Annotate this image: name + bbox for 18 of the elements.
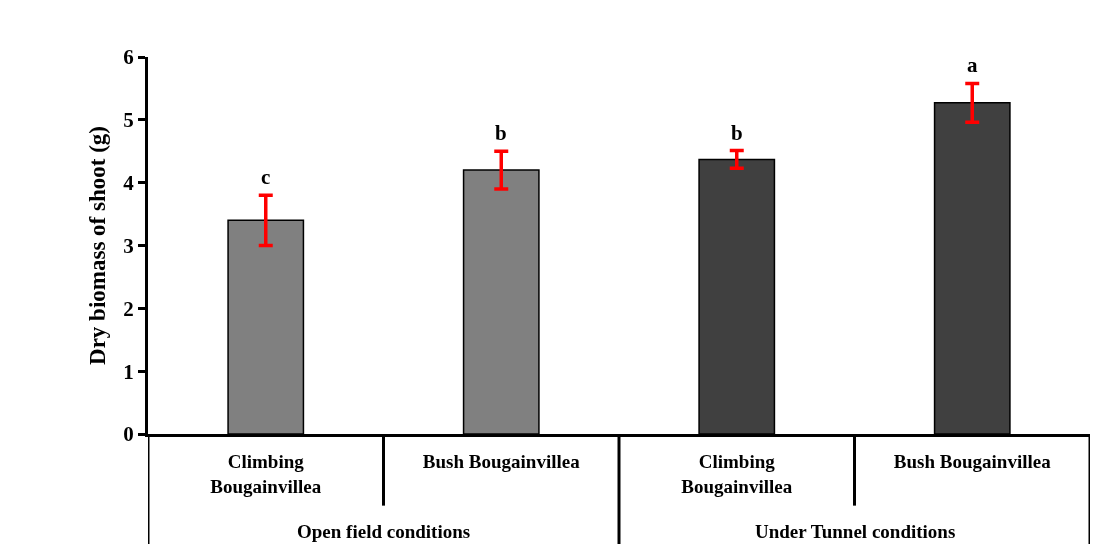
y-tick-label: 3 bbox=[123, 233, 134, 258]
data-label: c bbox=[261, 165, 271, 189]
data-label: b bbox=[495, 121, 507, 145]
y-axis-title: Dry biomass of shoot (g) bbox=[84, 126, 110, 365]
y-tick-label: 5 bbox=[123, 108, 134, 133]
data-label: a bbox=[967, 53, 978, 77]
y-tick-label: 6 bbox=[123, 45, 134, 70]
y-tick-label: 0 bbox=[123, 422, 134, 447]
y-tick-label: 2 bbox=[123, 296, 134, 321]
x-tick-label: Climbing Bougainvillea bbox=[210, 450, 322, 497]
x-tick-label: Bush Bougainvillea bbox=[893, 450, 1052, 472]
y-tick-label: 4 bbox=[123, 171, 135, 196]
x-tick-label: Bush Bougainvillea bbox=[422, 450, 581, 472]
text: Open field conditions bbox=[297, 521, 471, 542]
x-tick-label: Climbing Bougainvillea bbox=[681, 450, 793, 497]
y-tick-label: 1 bbox=[123, 359, 134, 384]
text: Under Tunnel conditions bbox=[755, 521, 956, 542]
data-label: b bbox=[731, 121, 743, 145]
